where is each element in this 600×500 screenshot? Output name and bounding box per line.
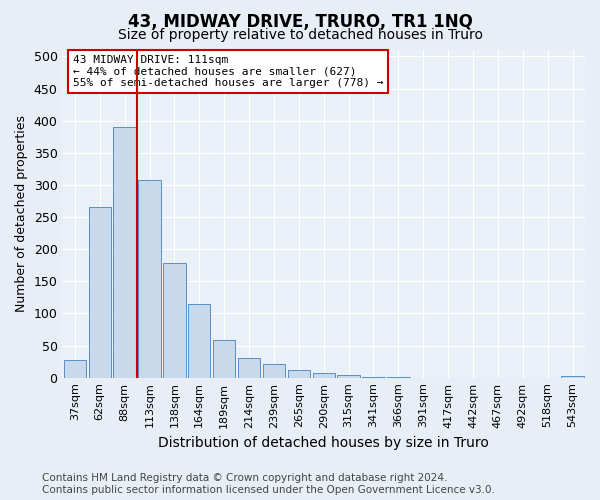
X-axis label: Distribution of detached houses by size in Truro: Distribution of detached houses by size … [158, 436, 489, 450]
Bar [213, 340, 235, 378]
Bar [113, 127, 136, 378]
Text: 43, MIDWAY DRIVE, TRURO, TR1 1NQ: 43, MIDWAY DRIVE, TRURO, TR1 1NQ [128, 12, 472, 30]
Bar [313, 372, 335, 378]
Y-axis label: Number of detached properties: Number of detached properties [15, 116, 28, 312]
Bar [163, 264, 185, 378]
Bar [362, 377, 385, 378]
Bar [238, 358, 260, 378]
Bar [263, 364, 285, 378]
Bar [562, 376, 584, 378]
Bar [188, 304, 211, 378]
Bar [64, 360, 86, 378]
Bar [337, 375, 360, 378]
Bar [89, 208, 111, 378]
Bar [287, 370, 310, 378]
Bar [387, 377, 410, 378]
Bar [139, 180, 161, 378]
Text: 43 MIDWAY DRIVE: 111sqm
← 44% of detached houses are smaller (627)
55% of semi-d: 43 MIDWAY DRIVE: 111sqm ← 44% of detache… [73, 55, 383, 88]
Text: Size of property relative to detached houses in Truro: Size of property relative to detached ho… [118, 28, 482, 42]
Text: Contains HM Land Registry data © Crown copyright and database right 2024.
Contai: Contains HM Land Registry data © Crown c… [42, 474, 495, 495]
